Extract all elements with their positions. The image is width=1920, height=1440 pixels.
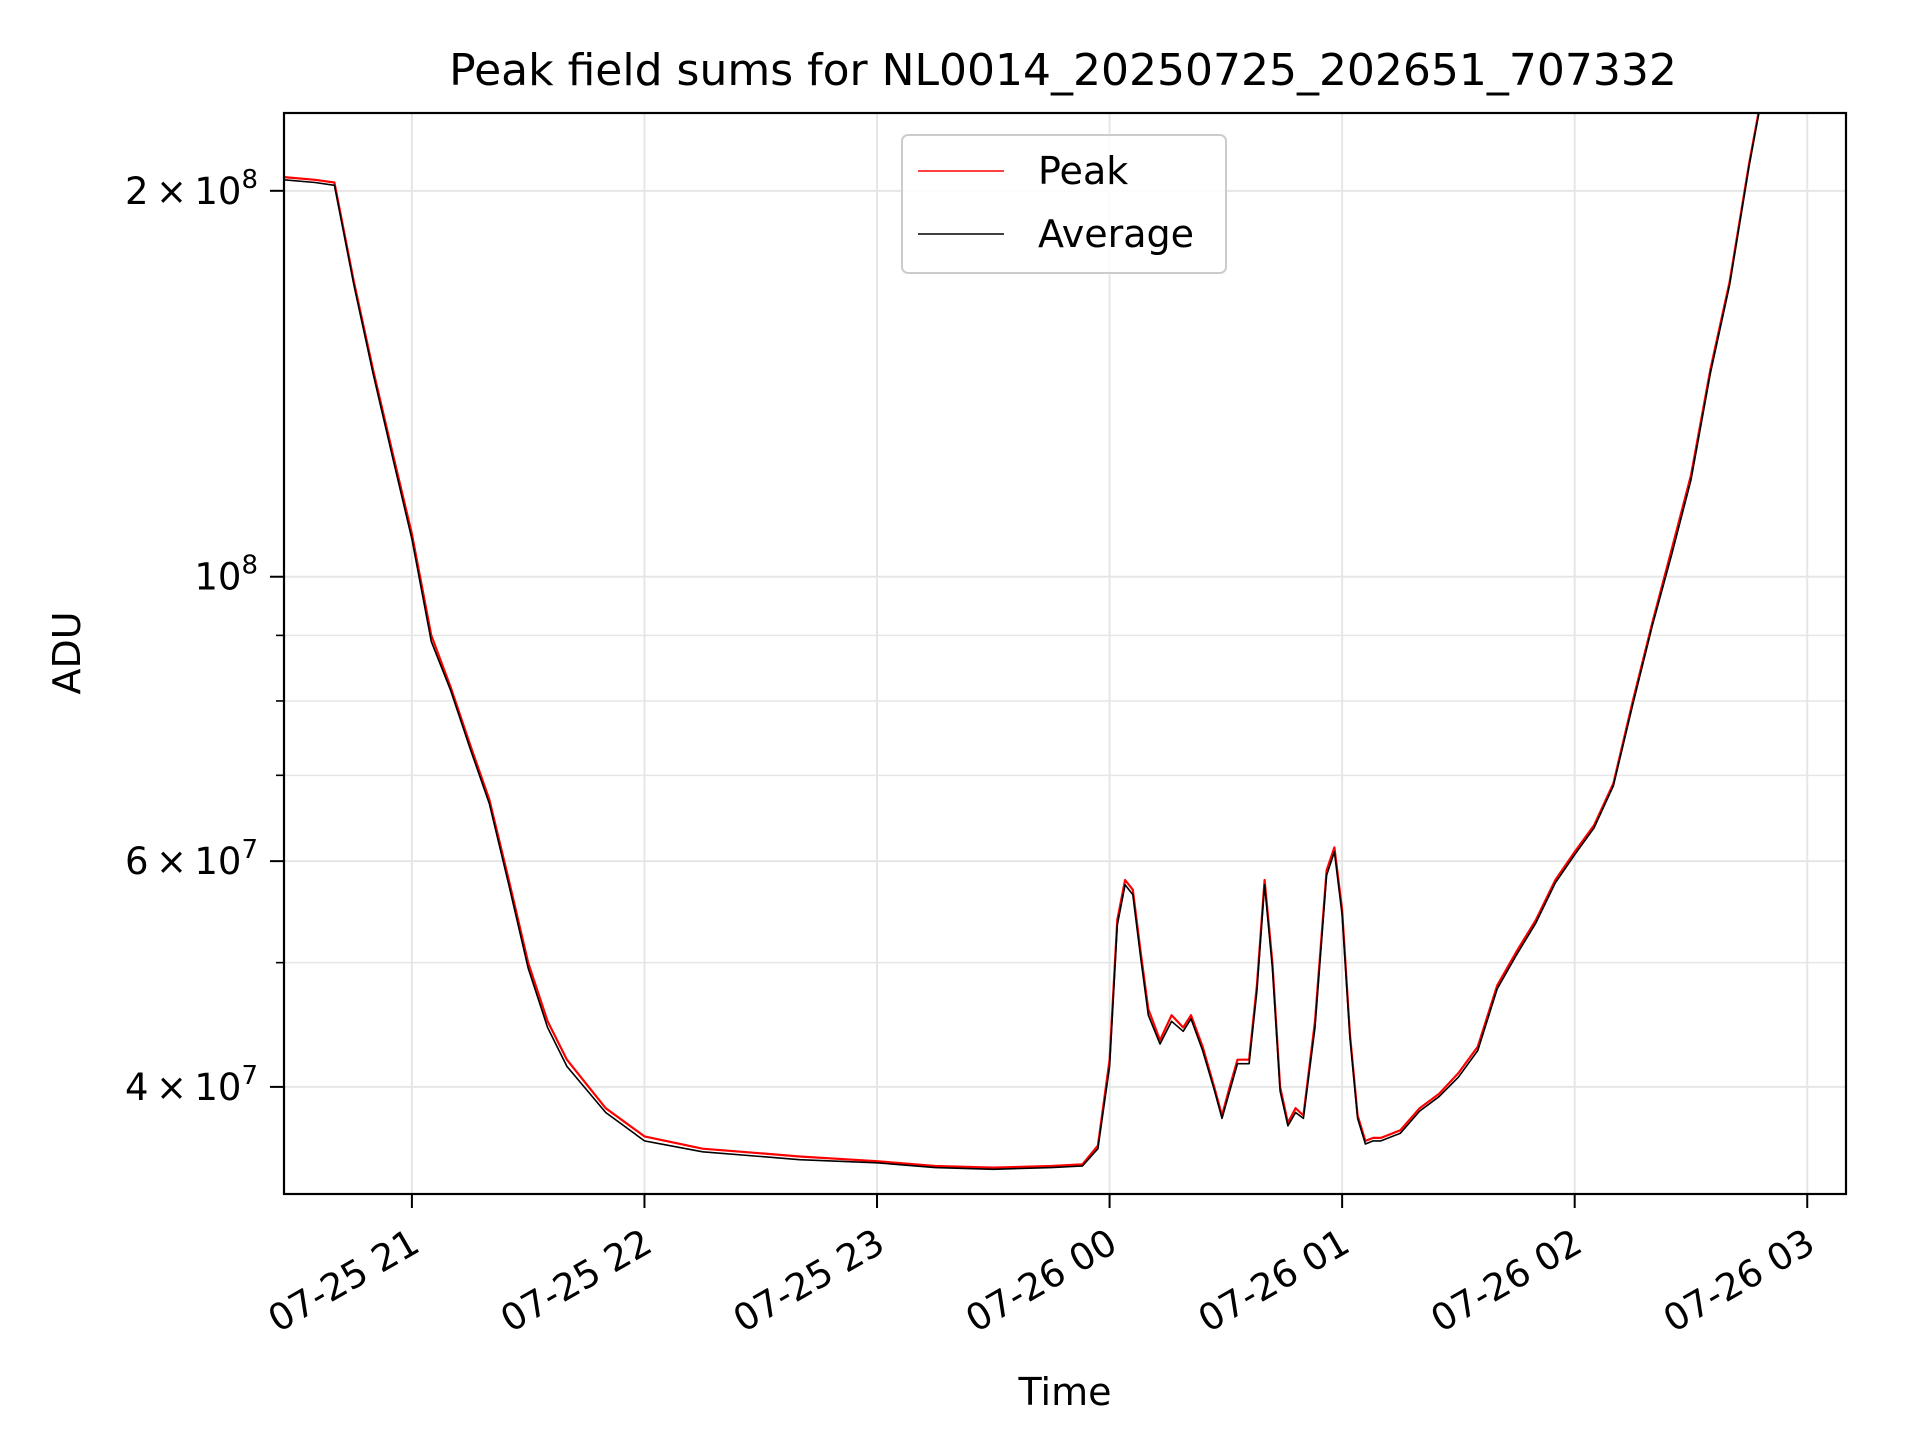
y-axis-label: ADU bbox=[45, 611, 89, 694]
legend: Peak Average bbox=[901, 134, 1227, 274]
series-line-average bbox=[284, 113, 1760, 1171]
y-tick-label: 108 bbox=[194, 551, 258, 599]
plot-frame bbox=[282, 111, 1848, 1196]
legend-label-peak: Peak bbox=[1038, 149, 1128, 193]
legend-label-average: Average bbox=[1038, 212, 1194, 256]
legend-box bbox=[901, 134, 1227, 274]
y-tick-label: 4 × 107 bbox=[125, 1061, 258, 1109]
y-tick-label: 6 × 107 bbox=[125, 835, 258, 883]
x-axis-label: Time bbox=[1018, 1370, 1112, 1414]
series-line-peak bbox=[284, 113, 1760, 1169]
chart-title: Peak field sums for NL0014_20250725_2026… bbox=[449, 45, 1677, 96]
y-tick-label: 2 × 108 bbox=[125, 165, 258, 213]
series-layer bbox=[284, 113, 1760, 1171]
